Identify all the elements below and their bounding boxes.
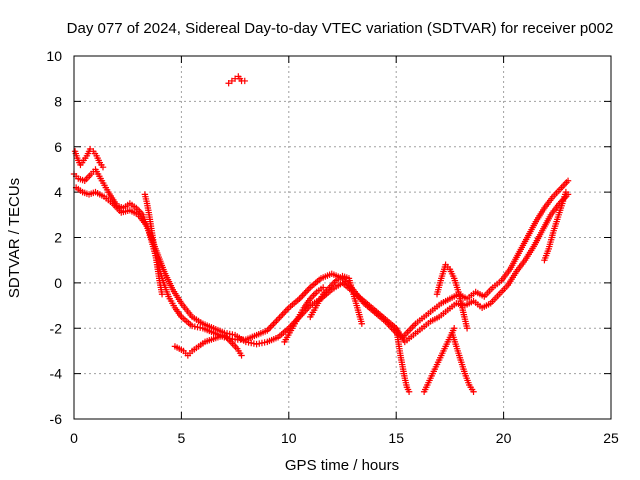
series-track-main-a bbox=[70, 166, 572, 343]
x-tick-label: 0 bbox=[70, 430, 78, 446]
data-point bbox=[463, 325, 471, 332]
data-point bbox=[562, 188, 570, 196]
x-axis-label: GPS time / hours bbox=[285, 457, 399, 474]
data-point bbox=[273, 317, 280, 324]
data-point bbox=[282, 307, 289, 315]
data-point bbox=[299, 292, 306, 299]
series-dip-branch-3 bbox=[448, 329, 477, 395]
data-point bbox=[304, 287, 311, 294]
data-point bbox=[158, 291, 166, 298]
y-tick-label: 4 bbox=[54, 184, 62, 200]
y-tick-label: 0 bbox=[54, 275, 62, 291]
y-axis-label: SDTVAR / TECUs bbox=[6, 178, 23, 298]
data-point bbox=[271, 319, 279, 326]
data-point bbox=[228, 77, 236, 85]
data-point bbox=[241, 77, 248, 85]
data-point bbox=[450, 325, 458, 332]
data-point bbox=[99, 163, 107, 171]
series-low-segment bbox=[171, 331, 245, 359]
y-tick-labels: -6 -4 -2 0 2 4 6 8 10 bbox=[46, 48, 62, 427]
y-tick-label: -6 bbox=[50, 411, 63, 427]
series-peak-branch bbox=[433, 261, 471, 332]
series-dip-branch-1 bbox=[393, 325, 413, 395]
y-tick-label: 8 bbox=[54, 93, 62, 109]
data-point bbox=[358, 320, 366, 327]
y-tick-label: 10 bbox=[46, 48, 62, 64]
data-point bbox=[270, 320, 277, 328]
data-point bbox=[470, 388, 477, 395]
data-marks bbox=[70, 73, 572, 395]
data-point bbox=[276, 314, 283, 321]
y-tick-label: 6 bbox=[54, 139, 62, 155]
data-point bbox=[86, 145, 94, 153]
data-point bbox=[277, 312, 285, 320]
data-point bbox=[564, 177, 572, 184]
data-point bbox=[300, 290, 308, 298]
data-point bbox=[405, 388, 413, 395]
data-point bbox=[238, 352, 245, 359]
series-mid-hump bbox=[307, 272, 366, 327]
chart-title: Day 077 of 2024, Sidereal Day-to-day VTE… bbox=[67, 20, 614, 37]
plot-frame bbox=[73, 55, 612, 420]
x-tick-label: 25 bbox=[603, 430, 619, 446]
series-dip-branch-2 bbox=[420, 325, 458, 395]
series-late-branch bbox=[541, 188, 570, 264]
data-point bbox=[279, 311, 286, 318]
data-point bbox=[274, 315, 282, 323]
y-tick-label: 2 bbox=[54, 230, 62, 246]
series-mid-hump-2 bbox=[281, 284, 327, 346]
data-point bbox=[267, 324, 274, 331]
data-point bbox=[297, 293, 305, 301]
grid-lines bbox=[74, 56, 611, 419]
x-tick-label: 15 bbox=[388, 430, 404, 446]
y-tick-label: -4 bbox=[50, 366, 63, 382]
x-tick-label: 10 bbox=[281, 430, 297, 446]
data-point bbox=[225, 80, 232, 87]
data-point bbox=[305, 285, 312, 293]
data-point bbox=[284, 306, 291, 313]
x-tick-label: 20 bbox=[496, 430, 512, 446]
series-early-cluster bbox=[71, 145, 107, 171]
x-tick-label: 5 bbox=[178, 430, 186, 446]
data-point bbox=[302, 289, 309, 296]
data-point bbox=[319, 284, 327, 291]
y-tick-label: -2 bbox=[50, 320, 63, 336]
series-steep-drop bbox=[141, 191, 166, 298]
series-isolated-high bbox=[225, 73, 248, 87]
x-tick-labels: 0 5 10 15 20 25 bbox=[70, 430, 619, 446]
data-point bbox=[280, 309, 288, 316]
